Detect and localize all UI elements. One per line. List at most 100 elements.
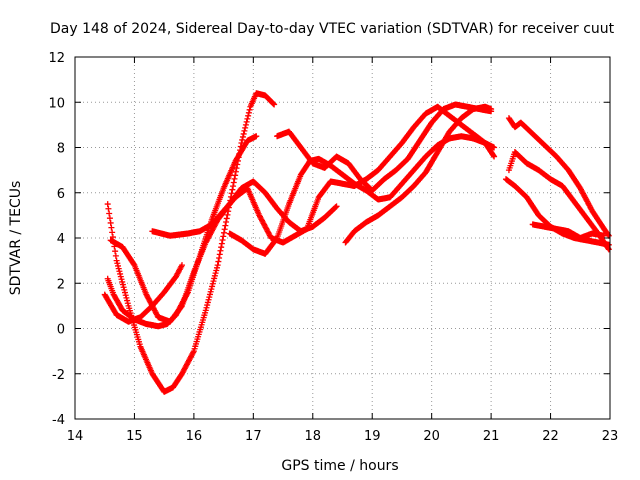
data-point	[333, 203, 340, 210]
data-point	[206, 291, 213, 298]
y-tick-label: 4	[57, 232, 65, 247]
data-point	[228, 190, 235, 197]
data-point	[112, 252, 119, 259]
data-point	[213, 264, 220, 271]
data-point	[190, 349, 197, 356]
data-point	[245, 112, 252, 119]
data-point	[224, 211, 231, 218]
data-point	[104, 201, 111, 208]
series-arc12	[529, 221, 608, 241]
x-tick-label: 17	[245, 429, 262, 444]
data-point	[605, 241, 612, 248]
data-point	[124, 297, 131, 304]
data-point	[121, 286, 128, 293]
y-tick-label: 6	[57, 187, 65, 202]
series-arc8	[342, 103, 495, 246]
x-axis-label: GPS time / hours	[281, 458, 398, 474]
data-point	[211, 272, 218, 279]
data-point	[214, 262, 221, 269]
data-point	[218, 244, 225, 251]
data-point	[491, 153, 498, 160]
data-point	[179, 262, 185, 269]
data-point	[488, 106, 495, 113]
data-point	[113, 257, 120, 264]
data-point	[245, 109, 252, 116]
data-point	[213, 267, 220, 274]
y-axis-ticks: -4 -2 0 2 4 6 8 10 12	[48, 51, 610, 428]
data-point	[208, 286, 215, 293]
data-point	[239, 136, 246, 143]
data-point	[230, 179, 237, 186]
series-arc11	[502, 176, 612, 248]
data-point	[271, 101, 278, 108]
data-point	[212, 270, 219, 277]
data-point	[106, 215, 113, 222]
data-point	[109, 229, 116, 236]
data-point	[117, 270, 124, 277]
x-tick-label: 15	[126, 429, 143, 444]
data-point	[207, 288, 214, 295]
x-tick-label: 14	[67, 429, 84, 444]
data-point	[219, 236, 226, 243]
data-point	[231, 175, 238, 182]
data-point	[211, 275, 218, 282]
data-point	[243, 118, 250, 125]
data-point	[221, 226, 228, 233]
data-point	[204, 302, 211, 309]
data-point	[216, 254, 223, 261]
data-points	[101, 90, 612, 395]
data-point	[490, 152, 497, 159]
data-point	[232, 172, 239, 179]
data-point	[119, 278, 126, 285]
data-point	[220, 233, 227, 240]
data-point	[253, 133, 260, 140]
data-point	[119, 281, 126, 288]
data-point	[230, 183, 237, 190]
data-point	[107, 219, 114, 226]
data-point	[116, 268, 123, 275]
data-point	[241, 127, 248, 134]
data-point	[112, 248, 119, 255]
data-point	[222, 222, 229, 229]
data-point	[120, 284, 127, 291]
y-tick-label: 10	[48, 96, 65, 111]
data-point	[118, 276, 125, 283]
data-point	[206, 294, 213, 301]
data-point	[220, 229, 227, 236]
y-axis-label: SDTVAR / TECUs	[8, 181, 24, 296]
grid-lines	[75, 57, 610, 419]
data-point	[122, 292, 129, 299]
data-point	[215, 258, 222, 265]
data-point	[218, 240, 225, 247]
x-tick-label: 18	[305, 429, 322, 444]
x-tick-label: 19	[364, 429, 381, 444]
series-arc4	[101, 262, 185, 325]
data-point	[244, 115, 251, 122]
x-tick-label: 21	[483, 429, 500, 444]
y-tick-label: 2	[57, 277, 65, 292]
x-tick-label: 20	[423, 429, 440, 444]
data-point	[232, 168, 239, 175]
data-point	[210, 278, 217, 285]
x-tick-label: 16	[186, 429, 203, 444]
data-point	[216, 251, 223, 258]
y-tick-label: 8	[57, 142, 65, 157]
series-arc3	[107, 178, 340, 325]
y-tick-label: -4	[52, 413, 65, 428]
data-point	[204, 299, 211, 306]
data-point	[115, 262, 122, 269]
data-point	[223, 219, 230, 226]
series-arc9	[505, 115, 612, 239]
data-point	[108, 224, 115, 231]
data-point	[233, 165, 240, 172]
data-point	[123, 294, 130, 301]
data-point	[117, 273, 124, 280]
data-point	[202, 307, 209, 314]
data-point	[270, 100, 277, 107]
data-point	[217, 247, 224, 254]
data-point	[203, 304, 210, 311]
data-point	[229, 186, 236, 193]
data-point	[124, 300, 131, 307]
data-point	[114, 260, 121, 267]
data-point	[209, 280, 216, 287]
